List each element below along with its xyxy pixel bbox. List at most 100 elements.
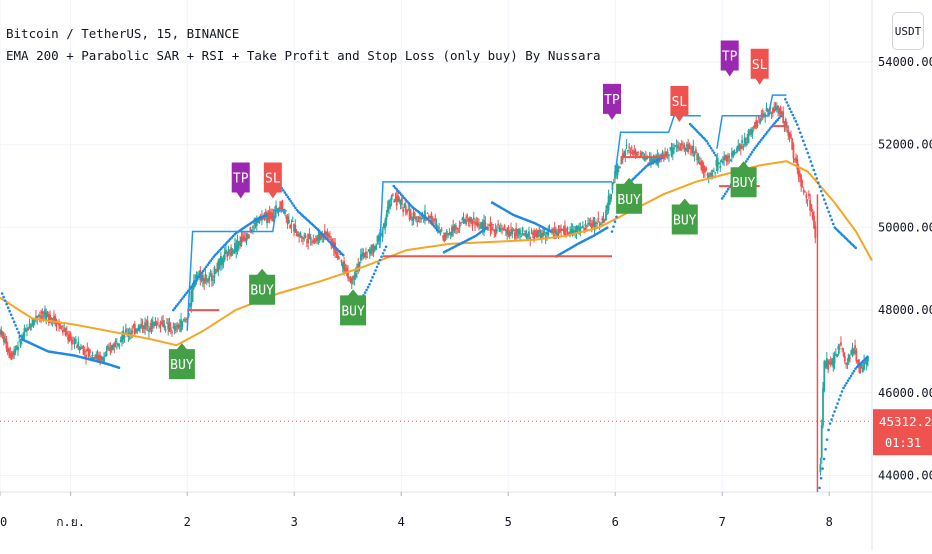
candle-body [124,329,127,333]
candle-body [144,322,146,330]
last-price-badge: 45312.27 01:31 [873,409,932,456]
candle-body [555,230,557,234]
sar-dot [821,194,825,197]
candle-body [420,218,423,220]
candle-body [350,278,353,284]
candle-body [286,216,289,225]
candle-body [287,219,290,223]
sar-dot [264,214,268,217]
candle-body [585,225,588,227]
candle-body [824,362,827,368]
sar-dot [341,253,345,257]
candle-body [171,331,173,333]
candle-body [521,227,524,233]
candle-body [31,323,33,327]
candle-body [453,228,456,231]
sar-dot [830,418,833,421]
candle-body [557,231,560,235]
candle-body [757,116,760,119]
sar-dot [790,110,793,114]
candle-body [267,212,270,219]
candle-body [385,214,388,221]
candle-body [236,240,239,250]
sar-dot [402,196,406,200]
candle-body [442,236,444,238]
candle-body [730,152,733,156]
candle-body [366,256,369,258]
candle-body [235,245,238,252]
candle-body [528,231,530,237]
candle-body [484,222,487,227]
sar-dot [836,402,839,405]
sar-dot [812,168,816,172]
candle-body [60,325,63,327]
candle-body [203,278,206,284]
candle-body [0,330,3,335]
candle-body [766,109,769,112]
candle-body [417,220,420,222]
candle-body [391,194,394,196]
candle-body [49,314,51,323]
candle-body [632,149,634,156]
candle-body [248,236,250,238]
candle-body [273,210,276,212]
candle-body [117,344,120,346]
candle-body [289,225,292,229]
sar-dot [802,139,805,143]
sar-dot [437,230,440,233]
candle-body [601,218,604,220]
sar-dot [761,136,764,140]
candle-body [86,348,89,352]
candle-body [249,227,252,233]
sar-dot [615,215,618,219]
sar-dot [393,186,397,190]
candle-body [402,208,405,212]
sar-dot [706,142,710,145]
candle-body [805,194,808,198]
candle-body [807,193,810,196]
sar-dot [840,390,844,393]
currency-button[interactable]: USDT [892,12,924,50]
candle-body [806,199,809,201]
candle-body [65,332,68,335]
candle-body [827,360,830,370]
sar-dot [824,202,828,205]
candle-body [463,218,466,223]
candle-body [275,205,277,212]
sar-dot [806,151,810,155]
candle-body [515,228,518,235]
sar-dot [612,225,615,228]
candle-body [719,165,722,169]
candle-body [384,220,387,229]
take-profit-line [716,94,787,149]
candle-body [589,223,592,227]
candle-body [407,209,410,211]
candle-body [665,152,668,157]
candle-body [77,341,80,347]
candle-body [335,252,338,255]
candle-body [406,209,408,214]
candle-body [743,138,746,143]
candle-body [99,354,102,363]
candle-body [132,327,135,329]
sar-dot [381,252,385,255]
candle-body [246,234,249,239]
candle-body [479,225,482,229]
candle-body [560,228,562,231]
candle-body [221,258,224,265]
candle-body [787,129,790,136]
candle-body [302,236,304,240]
candle-body [628,146,631,148]
candle-body [709,173,711,177]
sar-dot [725,190,729,193]
candle-body [394,198,397,202]
tp-label-text: TP [722,49,738,64]
candle-body [774,105,777,110]
sar-dot [285,193,288,197]
price-badge-countdown: 01:31 [885,436,921,450]
candle-body [325,232,328,234]
candle-body [424,210,426,221]
candle-body [810,204,813,211]
